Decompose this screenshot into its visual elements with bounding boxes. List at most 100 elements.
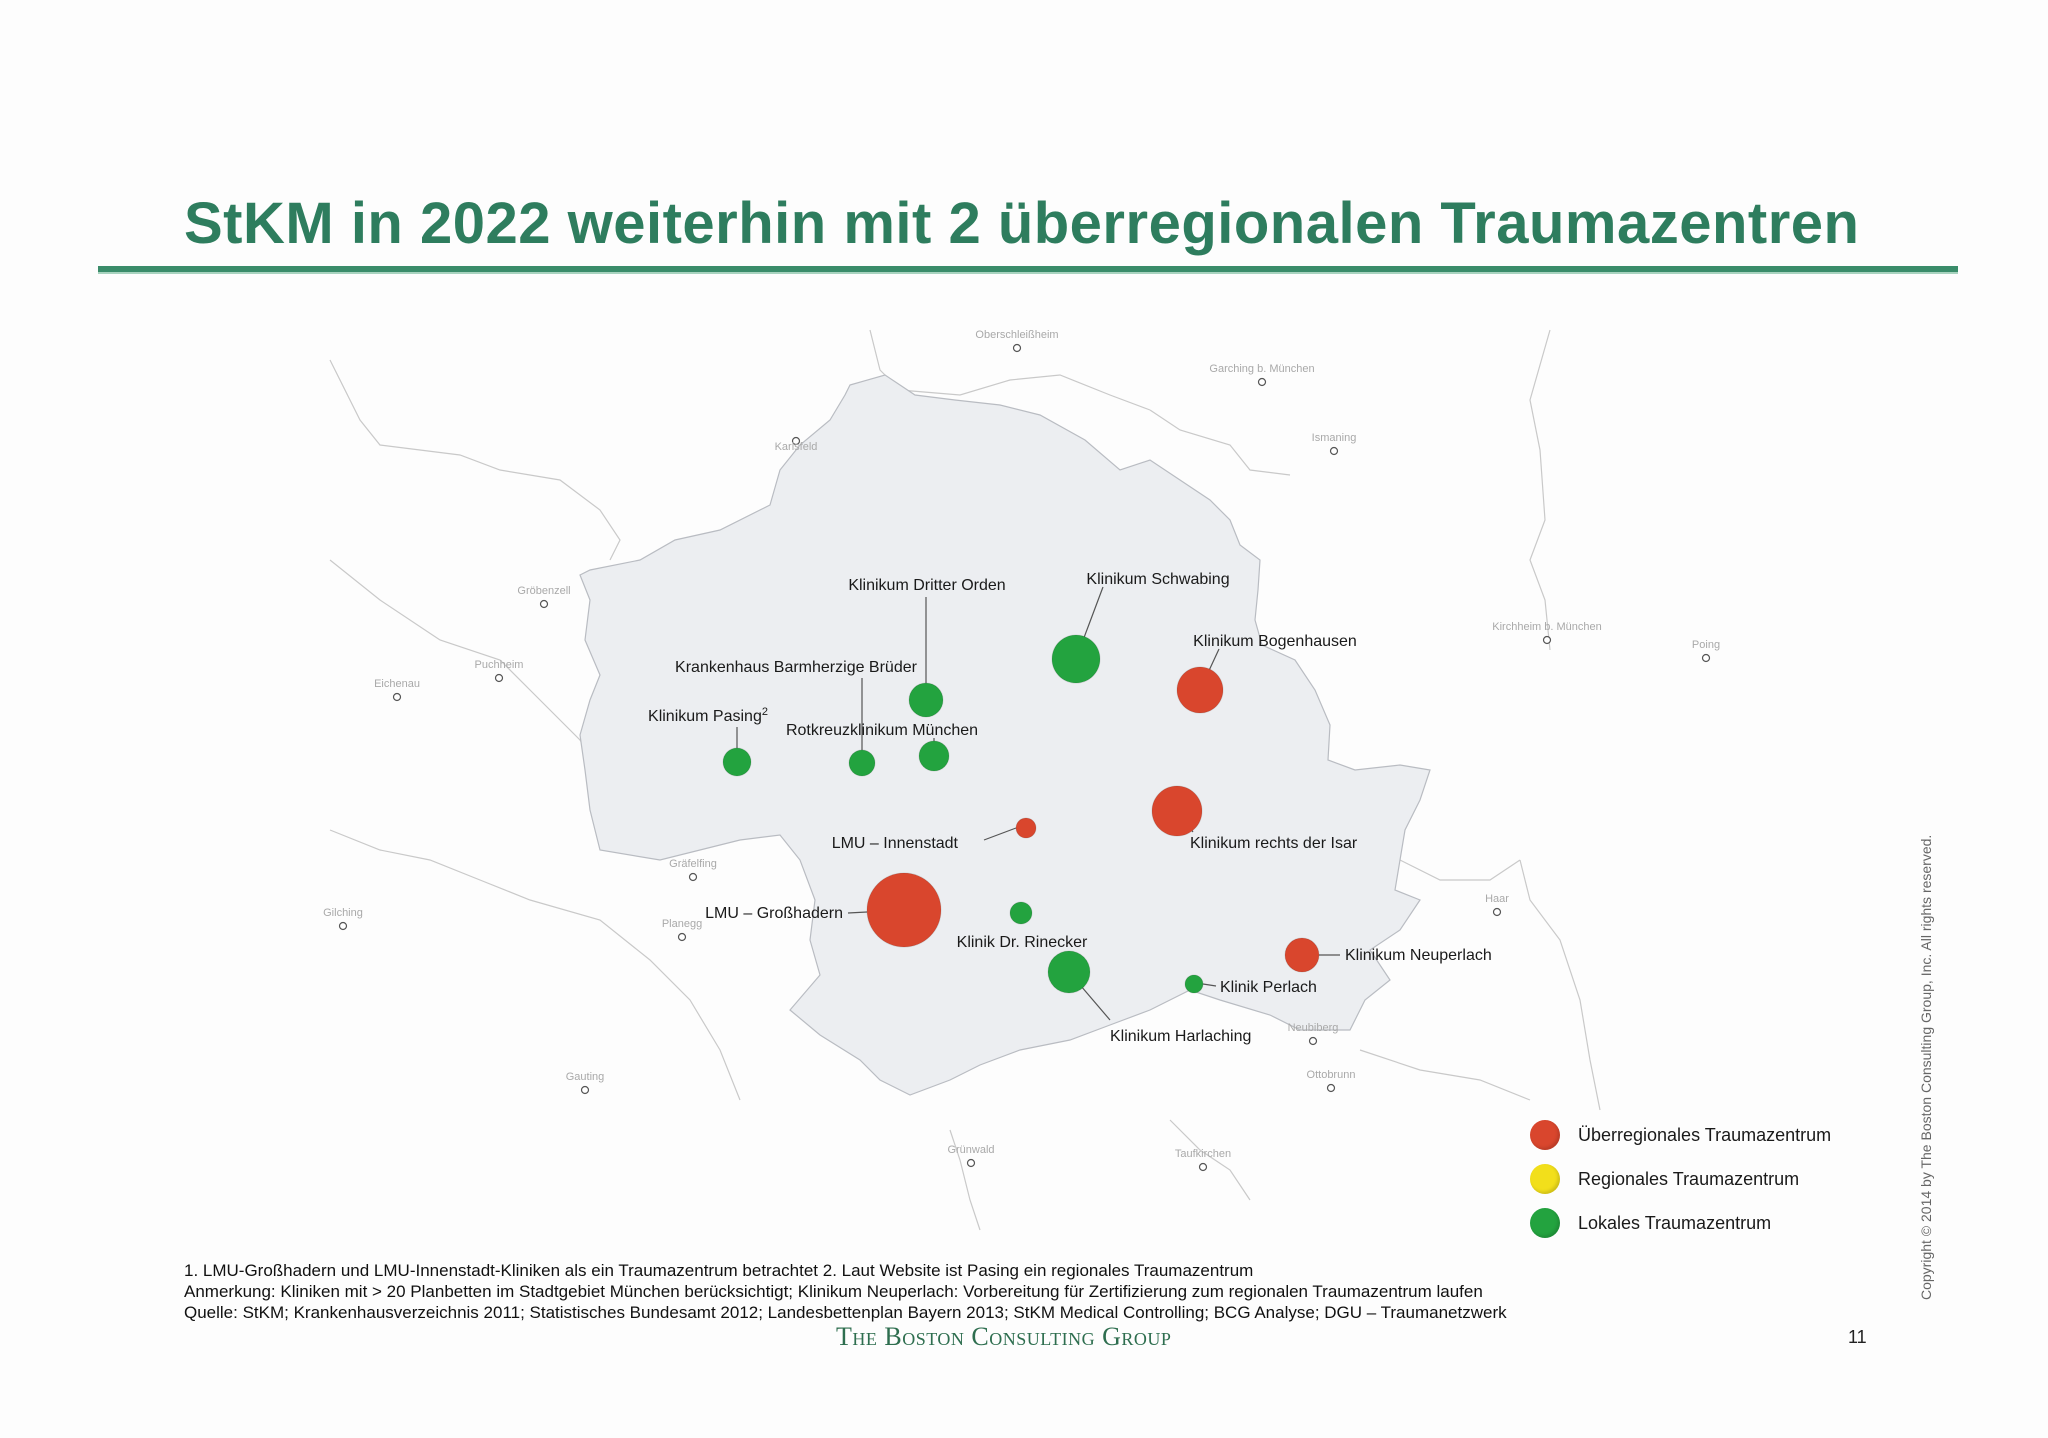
town-kirchheim-b-muenchen: Kirchheim b. München: [1492, 621, 1602, 645]
hospital-bubble-lmu-innenstadt: [1015, 817, 1037, 839]
hospital-bubble-klinik-dr-rinecker: [1009, 901, 1033, 925]
hospital-label-klinik-perlach: Klinik Perlach: [1220, 979, 1317, 996]
boundary-line: [869, 329, 1151, 411]
town-haar: Haar: [1485, 893, 1509, 917]
hospital-label-rotkreuzklinikum-muenchen: Rotkreuzklinikum München: [786, 722, 978, 739]
town-garching-b-muenchen: Garching b. München: [1209, 363, 1315, 387]
hospital-label-klinikum-dritter-orden: Klinikum Dritter Orden: [848, 577, 1005, 594]
munich-city-area: [579, 374, 1431, 1096]
town-label: Puchheim: [475, 659, 524, 671]
hospital-bubble-klinikum-harlaching: [1047, 950, 1091, 994]
slide-title: StKM in 2022 weiterhin mit 2 überregiona…: [184, 191, 1860, 256]
town-marker-icon: [1492, 907, 1502, 917]
town-marker-icon: [494, 673, 504, 683]
footnote-marker: 2: [762, 706, 768, 718]
legend-label: Lokales Traumazentrum: [1578, 1212, 1772, 1233]
town-label: Eichenau: [374, 678, 420, 690]
boundary-line: [1529, 329, 1551, 651]
hospital-bubble-lmu-grosshadern: [866, 872, 942, 948]
hospital-label-klinikum-neuperlach: Klinikum Neuperlach: [1345, 947, 1492, 964]
town-graefelfing: Gräfelfing: [669, 858, 717, 882]
title-rule: [98, 266, 1958, 272]
town-marker-icon: [1701, 653, 1711, 663]
boundary-line: [1519, 859, 1601, 1111]
hospital-labels: Klinikum Dritter Orden Klinikum Schwabing…: [648, 571, 1492, 1045]
town-label: Ismaning: [1312, 432, 1357, 444]
town-label: Haar: [1485, 893, 1509, 905]
footnote-line: 1. LMU-Großhadern und LMU-Innenstadt-Kli…: [184, 1261, 1254, 1280]
town-oberschleissheim: Oberschleißheim: [975, 329, 1059, 353]
town-puchheim: Puchheim: [475, 659, 524, 683]
town-label: Gilching: [323, 907, 363, 919]
boundary-line: [329, 829, 741, 1101]
hospital-label-klinikum-harlaching: Klinikum Harlaching: [1110, 1028, 1251, 1045]
hospital-bubble-klinikum-rechts-der-isar: [1151, 785, 1203, 837]
hospital-bubble-klinikum-neuperlach: [1284, 937, 1320, 973]
hospital-label-klinikum-pasing: Klinikum Pasing2: [648, 706, 768, 725]
hospital-bubble-klinik-perlach: [1184, 974, 1204, 994]
town-marker-icon: [791, 436, 801, 446]
town-marker-icon: [580, 1085, 590, 1095]
town-karlsfeld: Karlsfeld: [775, 436, 818, 453]
leader-line-lmu-grosshadern: [847, 911, 868, 914]
footnote-line: Anmerkung: Kliniken mit > 20 Planbetten …: [184, 1282, 1483, 1301]
legend: Überregionales Traumazentrum Regionales …: [1530, 1113, 1831, 1245]
hospital-bubble-krankenhaus-barmherzige-brueder: [848, 749, 876, 777]
legend-item-regional: Regionales Traumazentrum: [1530, 1157, 1831, 1201]
town-label: Karlsfeld: [775, 441, 818, 453]
hospital-bubble-klinikum-schwabing: [1051, 634, 1101, 684]
town-gruenwald: Grünwald: [947, 1144, 995, 1168]
town-label: Planegg: [662, 918, 702, 930]
legend-label: Regionales Traumazentrum: [1578, 1168, 1800, 1189]
town-marker-icon: [539, 599, 549, 609]
legend-item-ueberregional: Überregionales Traumazentrum: [1530, 1113, 1831, 1157]
town-label: Gräfelfing: [669, 858, 717, 870]
hospital-bubble-klinikum-pasing: [722, 747, 752, 777]
town-ottobrunn: Ottobrunn: [1307, 1069, 1355, 1093]
town-label: Taufkirchen: [1175, 1148, 1231, 1160]
town-marker-icon: [688, 872, 698, 882]
town-markers: Oberschleißheim Garching b. München Ismani…: [323, 329, 1720, 1172]
boundary-line: [1149, 409, 1291, 476]
boundary-line: [1169, 1119, 1251, 1201]
town-label: Gauting: [566, 1071, 605, 1083]
hospital-bubbles: [722, 634, 1320, 994]
hospital-bubble-klinikum-dritter-orden: [908, 682, 944, 718]
hospital-label-klinikum-bogenhausen: Klinikum Bogenhausen: [1193, 633, 1357, 650]
town-marker-icon: [1198, 1162, 1208, 1172]
town-label: Garching b. München: [1209, 363, 1314, 375]
town-marker-icon: [1326, 1083, 1336, 1093]
hospital-label-klinik-dr-rinecker: Klinik Dr. Rinecker: [957, 934, 1088, 951]
legend-label: Überregionales Traumazentrum: [1578, 1124, 1832, 1145]
hospital-bubble-klinikum-bogenhausen: [1176, 666, 1224, 714]
bcg-logo: The Boston Consulting Group: [836, 1322, 1172, 1351]
town-label: Oberschleißheim: [975, 329, 1058, 341]
hospital-label-lmu-innenstadt: LMU – Innenstadt: [832, 835, 959, 852]
footnote-line: Quelle: StKM; Krankenhausverzeichnis 201…: [184, 1303, 1507, 1322]
boundary-line: [1359, 1049, 1531, 1101]
town-groebenzell: Gröbenzell: [517, 585, 571, 609]
town-eichenau: Eichenau: [374, 678, 420, 702]
town-marker-icon: [1012, 343, 1022, 353]
hospital-label-klinikum-rechts-der-isar: Klinikum rechts der Isar: [1190, 835, 1358, 852]
town-marker-icon: [1308, 1036, 1318, 1046]
title-rule-accent: [98, 272, 1958, 274]
town-label: Gröbenzell: [517, 585, 570, 597]
page-number: 11: [1848, 1327, 1867, 1347]
town-marker-icon: [392, 692, 402, 702]
hospital-bubble-rotkreuzklinikum-muenchen: [918, 740, 950, 772]
town-marker-icon: [1329, 446, 1339, 456]
legend-dot-lokal: [1530, 1208, 1560, 1238]
town-label: Grünwald: [947, 1144, 994, 1156]
copyright-notice: Copyright © 2014 by The Boston Consultin…: [1918, 834, 1934, 1300]
legend-item-lokal: Lokales Traumazentrum: [1530, 1201, 1831, 1245]
town-poing: Poing: [1692, 639, 1720, 663]
town-marker-icon: [1542, 635, 1552, 645]
town-marker-icon: [677, 932, 687, 942]
town-ismaning: Ismaning: [1312, 432, 1357, 456]
town-marker-icon: [1257, 377, 1267, 387]
legend-dot-ueberregional: [1530, 1120, 1560, 1150]
hospital-label-klinikum-schwabing: Klinikum Schwabing: [1086, 571, 1229, 588]
town-taufkirchen: Taufkirchen: [1175, 1148, 1231, 1172]
leader-line-klinik-perlach: [1202, 983, 1217, 987]
